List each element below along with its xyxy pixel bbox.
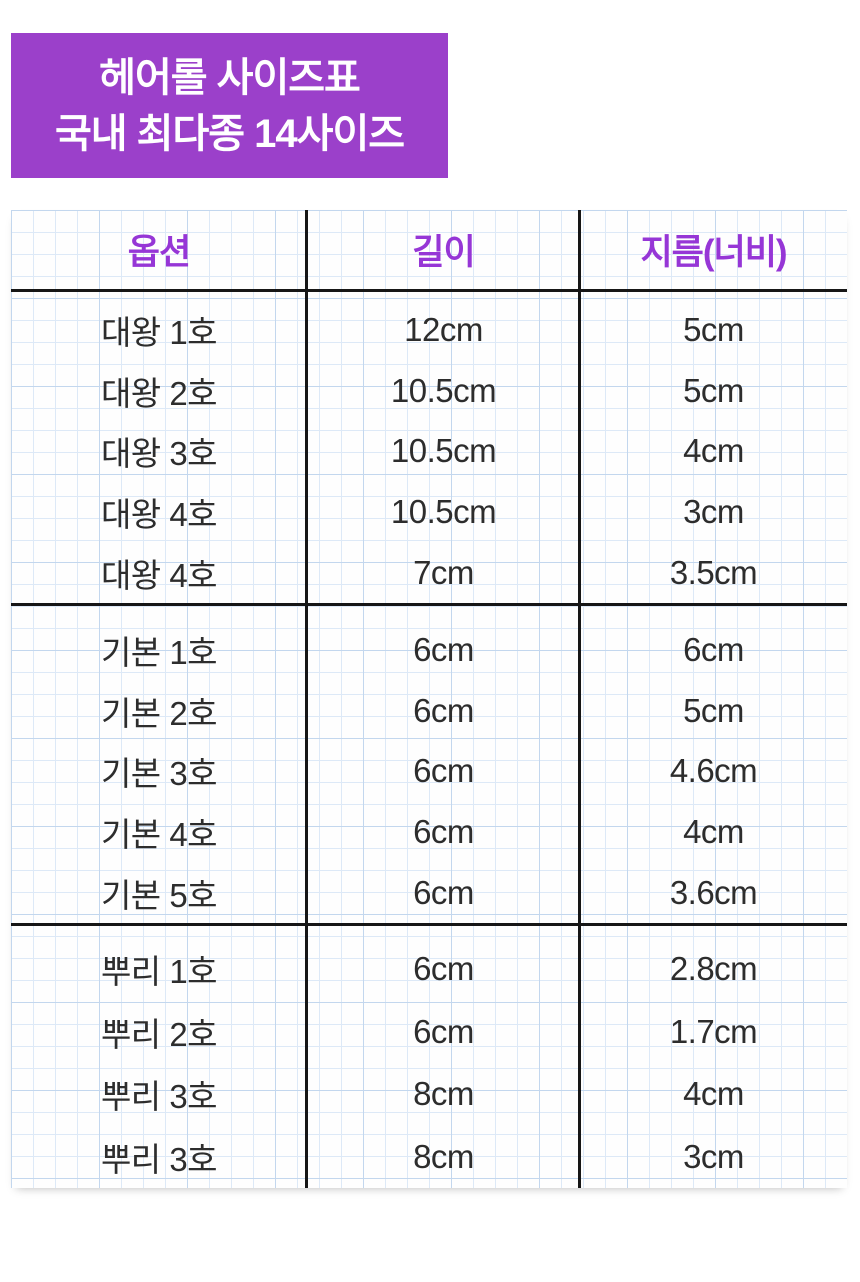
cell-diameter: 3.5cm — [669, 553, 758, 591]
cell-diameter: 5cm — [683, 371, 744, 409]
table-row: 대왕 4호 10.5cm 3cm — [11, 488, 847, 536]
table-row: 뿌리 3호 8cm 4cm — [11, 1070, 847, 1118]
table-row: 기본 4호 6cm 4cm — [11, 808, 847, 856]
cell-diameter: 4.6cm — [669, 752, 758, 790]
cell-option: 대왕 3호 — [100, 435, 218, 473]
cell-length: 8cm — [413, 1137, 474, 1175]
cell-option: 뿌리 3호 — [100, 1078, 218, 1116]
cell-option: 뿌리 1호 — [100, 953, 218, 991]
cell-diameter: 3cm — [683, 1137, 744, 1175]
cell-option: 기본 4호 — [100, 816, 218, 854]
cell-diameter: 2.8cm — [669, 950, 758, 988]
size-table: 옵션 길이 지름(너비) 대왕 1호 12cm 5cm 대왕 2호 10.5cm… — [11, 210, 847, 1188]
cell-diameter: 3cm — [683, 493, 744, 531]
table-row: 대왕 3호 10.5cm 4cm — [11, 427, 847, 475]
cell-option: 뿌리 2호 — [100, 1015, 218, 1053]
cell-length: 6cm — [413, 631, 474, 669]
column-divider-1 — [305, 210, 308, 1188]
table-row: 뿌리 2호 6cm 1.7cm — [11, 1008, 847, 1056]
cell-option: 기본 2호 — [100, 694, 218, 732]
table-row: 대왕 1호 12cm 5cm — [11, 306, 847, 354]
cell-diameter: 1.7cm — [669, 1012, 758, 1050]
cell-option: 기본 1호 — [100, 634, 218, 672]
column-header-option: 옵션 — [127, 233, 191, 272]
cell-diameter: 5cm — [683, 691, 744, 729]
cell-option: 뿌리 3호 — [100, 1140, 218, 1178]
cell-option: 기본 5호 — [100, 876, 218, 914]
cell-length: 6cm — [413, 950, 474, 988]
cell-length: 10.5cm — [390, 432, 497, 470]
table-row: 기본 1호 6cm 6cm — [11, 626, 847, 674]
table-header-row: 옵션 길이 지름(너비) — [11, 210, 847, 292]
table-row: 대왕 2호 10.5cm 5cm — [11, 367, 847, 415]
column-header-length: 길이 — [412, 233, 475, 272]
table-row: 뿌리 1호 6cm 2.8cm — [11, 945, 847, 993]
cell-option: 대왕 4호 — [100, 556, 218, 594]
cell-option: 대왕 1호 — [100, 314, 218, 352]
table-row: 뿌리 3호 8cm 3cm — [11, 1133, 847, 1181]
cell-option: 기본 3호 — [100, 755, 218, 793]
title-banner: 헤어롤 사이즈표 국내 최다종 14사이즈 — [11, 33, 448, 178]
cell-diameter: 4cm — [683, 1075, 744, 1113]
cell-length: 6cm — [413, 691, 474, 729]
cell-length: 6cm — [413, 752, 474, 790]
cell-diameter: 6cm — [683, 631, 744, 669]
table-row: 기본 2호 6cm 5cm — [11, 687, 847, 735]
column-divider-2 — [578, 210, 581, 1188]
table-group-gibon: 기본 1호 6cm 6cm 기본 2호 6cm 5cm 기본 3호 6cm 4.… — [11, 603, 847, 923]
table-group-daewang: 대왕 1호 12cm 5cm 대왕 2호 10.5cm 5cm 대왕 3호 10… — [11, 292, 847, 603]
column-header-diameter: 지름(너비) — [640, 233, 787, 272]
table-row: 기본 3호 6cm 4.6cm — [11, 747, 847, 795]
cell-length: 12cm — [404, 311, 483, 349]
cell-length: 6cm — [413, 1012, 474, 1050]
table-row: 대왕 4호 7cm 3.5cm — [11, 549, 847, 597]
cell-diameter: 5cm — [683, 311, 744, 349]
table-row: 기본 5호 6cm 3.6cm — [11, 869, 847, 917]
cell-diameter: 4cm — [683, 813, 744, 851]
cell-diameter: 3.6cm — [669, 873, 758, 911]
cell-option: 대왕 4호 — [100, 496, 218, 534]
cell-option: 대왕 2호 — [100, 374, 218, 412]
table-group-ppuri: 뿌리 1호 6cm 2.8cm 뿌리 2호 6cm 1.7cm 뿌리 3호 8c… — [11, 923, 847, 1188]
page-title-line2: 국내 최다종 14사이즈 — [54, 111, 405, 156]
cell-length: 7cm — [413, 553, 474, 591]
cell-length: 6cm — [413, 873, 474, 911]
cell-length: 10.5cm — [390, 493, 497, 531]
page-title-line1: 헤어롤 사이즈표 — [99, 55, 361, 100]
cell-diameter: 4cm — [683, 432, 744, 470]
cell-length: 10.5cm — [390, 371, 497, 409]
cell-length: 6cm — [413, 813, 474, 851]
cell-length: 8cm — [413, 1075, 474, 1113]
